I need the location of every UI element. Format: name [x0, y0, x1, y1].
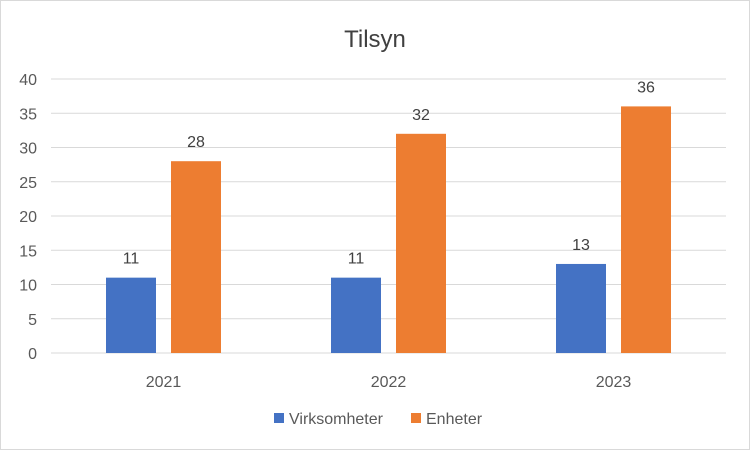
x-tick-label: 2021: [146, 374, 182, 391]
x-axis-ticks: 2021 2022 2023: [146, 374, 632, 391]
x-tick-label: 2022: [371, 374, 407, 391]
data-label: 13: [572, 237, 590, 254]
bar: [396, 133, 446, 353]
data-label: 36: [637, 79, 655, 96]
bar: [171, 161, 221, 353]
data-label: 32: [412, 107, 430, 124]
legend-swatch: [274, 413, 284, 423]
y-tick-label: 5: [28, 312, 37, 329]
data-label: 11: [123, 251, 140, 268]
y-axis-ticks: 0 5 10 15 20 25 30 35 40: [19, 72, 37, 363]
legend-label: Virksomheter: [289, 411, 384, 428]
y-tick-label: 25: [19, 175, 37, 192]
data-labels: 11 28 11 32 13 36: [123, 79, 655, 267]
y-tick-label: 30: [19, 141, 37, 158]
y-tick-label: 20: [19, 209, 37, 226]
chart-title: Tilsyn: [344, 26, 406, 53]
legend-swatch: [411, 413, 421, 423]
data-label: 11: [348, 251, 365, 268]
bar: [621, 106, 671, 354]
legend: Virksomheter Enheter: [274, 411, 483, 428]
bar: [106, 277, 156, 353]
gridlines: [51, 78, 726, 354]
y-tick-label: 10: [19, 278, 37, 295]
data-label: 28: [187, 134, 205, 151]
y-tick-label: 15: [19, 243, 37, 260]
legend-label: Enheter: [426, 411, 483, 428]
y-tick-label: 40: [19, 72, 37, 89]
bar: [556, 263, 606, 353]
x-tick-label: 2023: [596, 374, 632, 391]
bar: [331, 277, 381, 353]
y-tick-label: 35: [19, 106, 37, 123]
bars: [106, 106, 671, 354]
y-tick-label: 0: [28, 346, 37, 363]
